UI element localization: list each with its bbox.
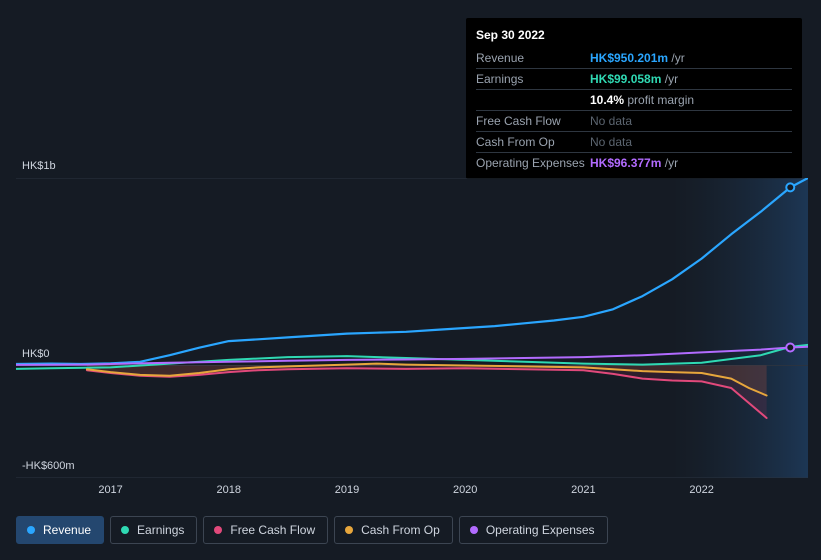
x-axis-label: 2020 <box>453 484 477 496</box>
legend-label: Free Cash Flow <box>230 523 315 537</box>
tooltip-label: Cash From Op <box>476 132 590 153</box>
x-axis-label: 2019 <box>335 484 359 496</box>
legend-swatch-icon <box>470 526 478 534</box>
x-axis-label: 2018 <box>217 484 241 496</box>
legend-item-free-cash-flow[interactable]: Free Cash Flow <box>203 516 328 544</box>
tooltip-label: Earnings <box>476 69 590 90</box>
legend-item-revenue[interactable]: Revenue <box>16 516 104 544</box>
tooltip-unit: /yr <box>665 72 678 86</box>
tooltip-row-fcf: Free Cash Flow No data <box>476 111 792 132</box>
legend-swatch-icon <box>121 526 129 534</box>
tooltip-label: Operating Expenses <box>476 153 590 174</box>
legend-item-cash-from-op[interactable]: Cash From Op <box>334 516 453 544</box>
tooltip-unit: /yr <box>665 156 678 170</box>
tooltip-row-earnings: Earnings HK$99.058m /yr <box>476 69 792 90</box>
tooltip-unit: /yr <box>671 51 684 65</box>
tooltip-table: Revenue HK$950.201m /yr Earnings HK$99.0… <box>476 48 792 173</box>
tooltip-row-earnings-sub: 10.4% profit margin <box>476 90 792 111</box>
legend-label: Cash From Op <box>361 523 440 537</box>
chart-svg <box>16 178 808 478</box>
legend-item-operating-expenses[interactable]: Operating Expenses <box>459 516 608 544</box>
tooltip-nodata: No data <box>590 114 632 128</box>
tooltip-row-revenue: Revenue HK$950.201m /yr <box>476 48 792 69</box>
x-axis-label: 2021 <box>571 484 595 496</box>
tooltip-date: Sep 30 2022 <box>476 24 792 48</box>
tooltip-profit-label: profit margin <box>627 93 694 107</box>
tooltip-value: HK$96.377m <box>590 156 661 170</box>
tooltip-row-cfo: Cash From Op No data <box>476 132 792 153</box>
legend-label: Operating Expenses <box>486 523 595 537</box>
tooltip-profit-pct: 10.4% <box>590 93 624 107</box>
x-axis-label: 2022 <box>689 484 713 496</box>
tooltip-value: HK$99.058m <box>590 72 661 86</box>
y-axis-label: HK$1b <box>22 160 56 172</box>
legend-swatch-icon <box>214 526 222 534</box>
legend-label: Earnings <box>137 523 184 537</box>
x-axis-label: 2017 <box>98 484 122 496</box>
legend-swatch-icon <box>345 526 353 534</box>
legend-item-earnings[interactable]: Earnings <box>110 516 197 544</box>
tooltip-nodata: No data <box>590 135 632 149</box>
tooltip-value: HK$950.201m <box>590 51 668 65</box>
chart-tooltip: Sep 30 2022 Revenue HK$950.201m /yr Earn… <box>466 18 802 179</box>
tooltip-label: Revenue <box>476 48 590 69</box>
tooltip-label: Free Cash Flow <box>476 111 590 132</box>
legend-label: Revenue <box>43 523 91 537</box>
chart-legend: Revenue Earnings Free Cash Flow Cash From O… <box>16 516 608 544</box>
legend-swatch-icon <box>27 526 35 534</box>
tooltip-row-opex: Operating Expenses HK$96.377m /yr <box>476 153 792 174</box>
financial-chart[interactable] <box>16 178 808 478</box>
